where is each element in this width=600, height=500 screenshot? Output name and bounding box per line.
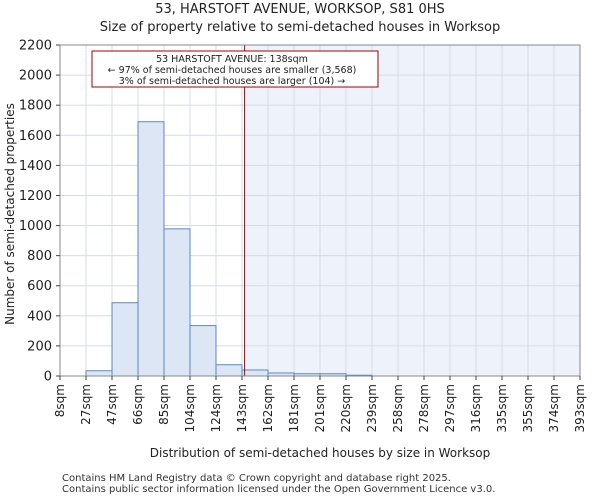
y-tick-label: 400 [27, 309, 52, 324]
bars [85, 121, 373, 377]
chart-title: 53, HARSTOFT AVENUE, WORKSOP, S81 0HS [155, 2, 445, 17]
y-tick-label: 1800 [19, 99, 52, 114]
x-tick-label: 355sqm [521, 384, 535, 432]
y-tick-label: 2000 [19, 69, 52, 84]
bar-143sqm [241, 369, 269, 377]
bar-27sqm [85, 370, 113, 377]
x-axis-label: Distribution of semi-detached houses by … [150, 446, 491, 460]
y-tick-label: 2200 [19, 39, 52, 54]
annotation-line-2: ← 97% of semi-detached houses are smalle… [108, 65, 357, 76]
y-tick-label: 600 [27, 279, 52, 294]
x-tick-label: 66sqm [131, 384, 145, 425]
y-axis-ticks: 0 200 400 600 800 1000 1200 1400 1600 1800 2000 220… [19, 39, 60, 385]
x-tick-label: 162sqm [261, 384, 275, 432]
y-tick-label: 200 [27, 339, 52, 354]
bar-85sqm [163, 228, 191, 377]
annotation-box: 53 HARSTOFT AVENUE: 138sqm ← 97% of semi… [91, 50, 379, 88]
y-tick-label: 1000 [19, 219, 52, 234]
x-tick-label: 27sqm [79, 384, 93, 425]
x-tick-label: 316sqm [469, 384, 483, 432]
x-tick-label: 124sqm [209, 384, 223, 432]
x-tick-label: 104sqm [183, 384, 197, 432]
y-tick-label: 0 [44, 370, 52, 385]
footer-copyright: Contains HM Land Registry data © Crown c… [62, 473, 451, 484]
x-axis-ticks: 8sqm 27sqm 47sqm 66sqm 85sqm 104sqm 124sqm 143s… [53, 376, 587, 432]
x-tick-label: 374sqm [547, 384, 561, 432]
x-tick-label: 278sqm [417, 384, 431, 432]
x-tick-label: 143sqm [235, 384, 249, 432]
x-tick-label: 239sqm [365, 384, 379, 432]
y-axis-label: Number of semi-detached properties [3, 103, 17, 325]
x-tick-label: 335sqm [495, 384, 509, 432]
bar-124sqm [215, 364, 243, 377]
footer-licence: Contains public sector information licen… [62, 484, 496, 495]
y-tick-label: 800 [27, 249, 52, 264]
x-tick-label: 258sqm [391, 384, 405, 432]
y-tick-label: 1400 [19, 159, 52, 174]
annotation-line-3: 3% of semi-detached houses are larger (1… [119, 76, 346, 87]
x-tick-label: 393sqm [573, 384, 587, 432]
annotation-line-1: 53 HARSTOFT AVENUE: 138sqm [156, 54, 308, 65]
x-tick-label: 85sqm [157, 384, 171, 425]
bar-104sqm [189, 325, 217, 377]
x-tick-label: 201sqm [313, 384, 327, 432]
annotation-border [91, 50, 379, 88]
x-tick-label: 297sqm [443, 384, 457, 432]
bar-66sqm [137, 121, 165, 377]
x-tick-label: 8sqm [53, 384, 67, 417]
x-tick-label: 181sqm [287, 384, 301, 432]
bar-47sqm [111, 302, 139, 377]
y-tick-label: 1600 [19, 129, 52, 144]
histogram-chart: 0 200 400 600 800 1000 1200 1400 1600 1800 2000 220… [3, 39, 587, 461]
x-tick-label: 220sqm [339, 384, 353, 432]
y-tick-label: 1200 [19, 189, 52, 204]
larger-houses-region [244, 45, 580, 376]
chart-subtitle: Size of property relative to semi-detach… [99, 20, 501, 35]
x-tick-label: 47sqm [105, 384, 119, 425]
